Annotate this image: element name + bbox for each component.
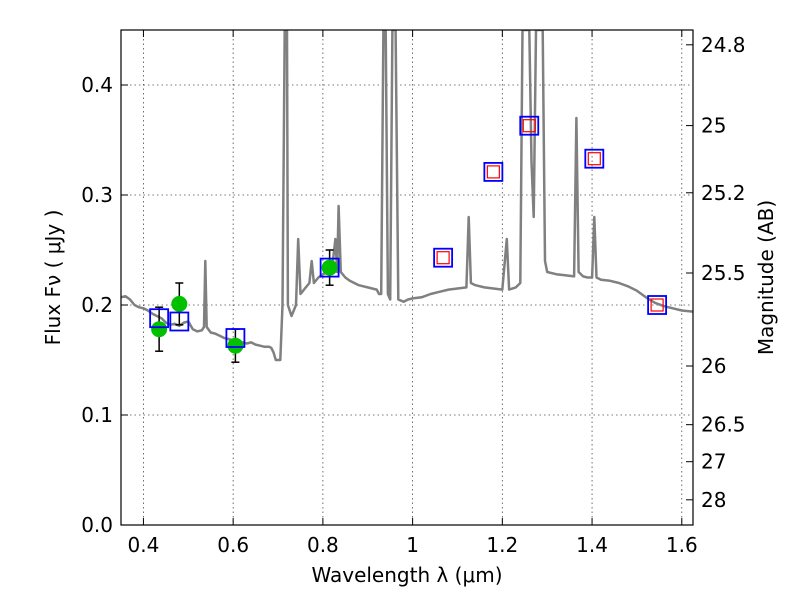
x-tick-label: 0.6 — [217, 533, 249, 557]
blue-square — [519, 115, 540, 136]
x-tick-label: 1 — [406, 533, 419, 557]
red-square — [436, 251, 450, 265]
blue-square — [647, 295, 668, 315]
x-tick-label: 1.6 — [666, 533, 698, 557]
blue-square — [225, 328, 246, 348]
y2-tick-label: 24.8 — [701, 33, 746, 57]
blue-square — [584, 148, 605, 169]
x-tick-label: 1.2 — [486, 533, 518, 557]
green-point — [151, 321, 168, 338]
green-point — [321, 259, 338, 276]
x-tick-label: 1.4 — [576, 533, 608, 557]
y2-ticks: 24.8 25 25.2 25.5 26 26.5 27 28 — [686, 33, 746, 512]
blue-square — [433, 247, 454, 268]
green-point — [227, 337, 244, 354]
green-points — [151, 259, 338, 354]
red-square — [486, 165, 500, 179]
spectrum-path — [121, 30, 693, 362]
red-square — [522, 119, 536, 133]
y2-tick-label: 25 — [701, 114, 726, 138]
y-tick-label: 0.3 — [81, 183, 113, 207]
y-tick-label: 0.4 — [81, 73, 113, 97]
red-squares — [436, 119, 664, 312]
y2-tick-label: 25.5 — [701, 261, 746, 285]
blue-squares — [149, 115, 668, 348]
blue-square — [169, 311, 190, 332]
y2-tick-label: 27 — [701, 450, 726, 474]
y2-tick-label: 26.5 — [701, 413, 746, 437]
spectrum-line — [121, 30, 693, 362]
red-square — [587, 152, 601, 166]
y-tick-label: 0.2 — [81, 293, 113, 317]
y-axis-label: Flux Fν ( μJy ) — [41, 210, 65, 346]
x-axis-label: Wavelength λ (μm) — [311, 563, 502, 587]
blue-square — [149, 308, 170, 329]
blue-square — [319, 257, 340, 278]
plot-frame — [120, 29, 694, 526]
x-tick-label: 0.8 — [307, 533, 339, 557]
y2-axis-label: Magnitude (AB) — [754, 200, 778, 355]
green-point — [171, 295, 188, 312]
y-tick-label: 0.1 — [81, 403, 113, 427]
y2-tick-label: 28 — [701, 488, 726, 512]
y-ticks: 0.0 0.1 0.2 0.3 0.4 — [81, 73, 128, 537]
blue-square — [483, 161, 504, 182]
y2-tick-label: 26 — [701, 354, 726, 378]
x-ticks: 0.4 0.6 0.8 1 1.2 1.4 1.6 — [128, 30, 698, 557]
y-tick-label: 0.0 — [81, 513, 113, 537]
x-tick-label: 0.4 — [128, 533, 160, 557]
y2-tick-label: 25.2 — [701, 181, 746, 205]
red-square — [650, 298, 664, 312]
